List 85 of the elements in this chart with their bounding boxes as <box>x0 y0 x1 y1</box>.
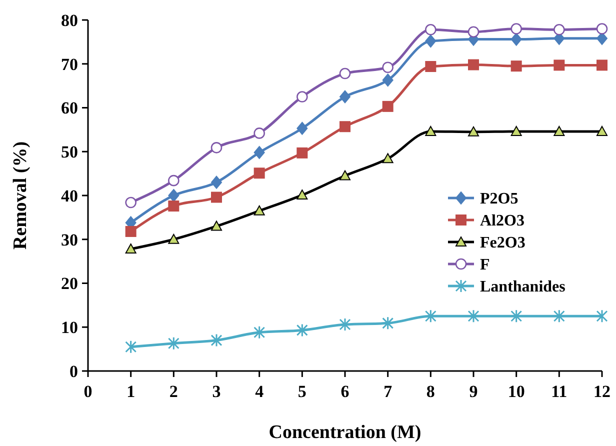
point <box>296 190 308 200</box>
x-tick-label: 2 <box>169 382 178 401</box>
y-tick-label: 0 <box>70 362 78 381</box>
point <box>211 176 222 189</box>
point <box>168 336 180 350</box>
x-tick-label: 1 <box>126 382 136 401</box>
point <box>296 147 308 158</box>
x-axis-title: Concentration (M) <box>268 422 422 443</box>
x-tick-label: 12 <box>594 382 610 401</box>
x-tick-label: 4 <box>255 382 264 401</box>
point <box>211 192 222 203</box>
x-tick-label: 6 <box>340 382 350 401</box>
point <box>554 60 565 71</box>
y-tick-label: 20 <box>61 274 78 294</box>
y-tick-label: 70 <box>61 54 78 74</box>
point <box>211 220 222 231</box>
y-tick-label: 40 <box>61 186 78 206</box>
point <box>468 26 480 38</box>
y-tick-label: 80 <box>61 10 78 30</box>
point <box>168 174 180 186</box>
point <box>296 122 308 135</box>
point <box>468 309 480 323</box>
point <box>468 126 479 136</box>
point <box>125 340 137 354</box>
y-tick-label: 10 <box>61 318 78 338</box>
point <box>382 100 394 112</box>
x-tick-label: 10 <box>508 382 525 401</box>
point <box>468 59 479 70</box>
point <box>425 24 436 36</box>
point <box>554 24 565 36</box>
x-tick-label: 5 <box>298 382 306 401</box>
point <box>168 189 180 202</box>
legend-label: Lanthanides <box>480 278 566 296</box>
legend-label: Fe2O3 <box>480 234 526 252</box>
point <box>596 23 608 34</box>
x-tick-label: 3 <box>212 382 221 401</box>
point <box>425 34 436 48</box>
point <box>254 205 265 216</box>
legend-label: P2O5 <box>480 190 518 208</box>
point <box>510 23 522 34</box>
point <box>510 309 522 323</box>
y-tick-label: 30 <box>61 230 78 250</box>
x-tick-label: 0 <box>84 382 92 401</box>
point <box>296 323 308 337</box>
point <box>424 309 436 323</box>
x-tick-label: 8 <box>426 382 435 401</box>
y-axis-title: Removal (%) <box>10 141 31 250</box>
point <box>254 128 265 139</box>
point <box>340 170 350 180</box>
point <box>168 200 180 212</box>
legend-label: F <box>480 256 490 274</box>
point <box>340 90 350 104</box>
point <box>296 91 308 102</box>
point <box>339 68 351 80</box>
point <box>125 226 136 237</box>
point <box>596 309 608 323</box>
point <box>382 62 394 74</box>
point <box>553 309 565 323</box>
point <box>168 234 180 244</box>
point <box>254 146 265 160</box>
point <box>254 326 266 340</box>
point <box>596 60 608 71</box>
point <box>510 60 522 72</box>
point <box>340 121 350 132</box>
point <box>210 334 222 348</box>
x-tick-label: 9 <box>469 382 478 401</box>
legend-label: Al2O3 <box>480 212 524 230</box>
point <box>125 196 136 208</box>
point <box>125 244 136 254</box>
point <box>339 318 351 332</box>
x-tick-label: 11 <box>551 382 568 401</box>
point <box>596 126 608 136</box>
y-tick-label: 60 <box>61 98 78 118</box>
point <box>425 126 436 136</box>
point <box>382 316 394 330</box>
point <box>554 126 565 136</box>
point <box>382 74 394 87</box>
y-tick-label: 50 <box>61 142 78 162</box>
x-tick-label: 7 <box>384 382 393 401</box>
point <box>210 142 222 154</box>
point <box>382 153 394 164</box>
point <box>510 32 522 46</box>
point <box>510 126 522 136</box>
point <box>254 168 265 179</box>
point <box>425 61 436 72</box>
